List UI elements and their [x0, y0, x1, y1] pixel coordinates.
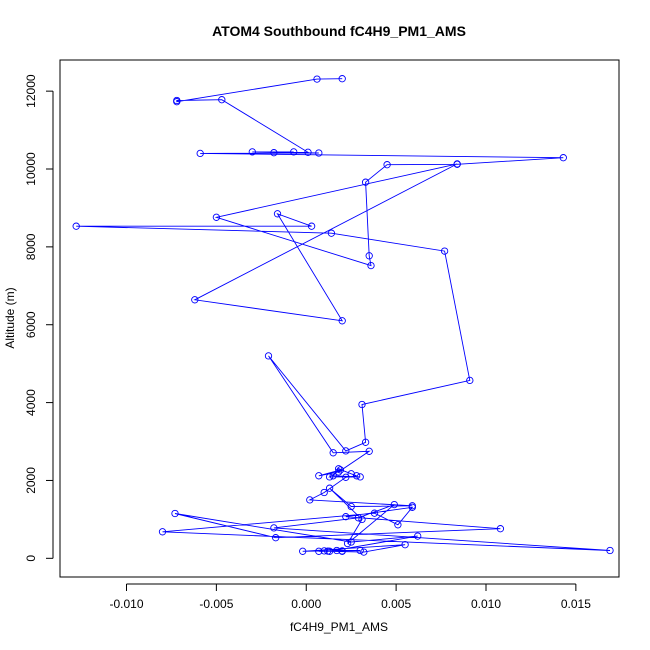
data-point	[358, 400, 366, 409]
y-tick-label: 10000	[24, 152, 38, 186]
data-point	[370, 509, 379, 517]
data-point	[343, 539, 352, 548]
data-point	[342, 513, 350, 521]
data-point	[361, 438, 370, 446]
data-point	[334, 465, 343, 473]
data-point	[342, 447, 350, 455]
data-point	[272, 534, 280, 542]
y-tick-label: 4000	[24, 389, 38, 416]
y-tick-label: 0	[24, 555, 38, 562]
y-tick-label: 12000	[24, 74, 38, 108]
y-tick-label: 8000	[24, 233, 38, 260]
chart-title: ATOM4 Southbound fC4H9_PM1_AMS	[212, 23, 466, 39]
data-point	[72, 222, 80, 230]
data-point	[158, 528, 167, 536]
data-point	[290, 148, 298, 156]
data-point	[394, 521, 402, 529]
data-point	[336, 466, 345, 474]
x-tick-label: 0.000	[291, 597, 321, 611]
data-point	[606, 546, 614, 555]
y-tick-label: 6000	[24, 311, 38, 338]
data-point	[414, 532, 422, 540]
data-point	[333, 546, 341, 555]
data-point	[315, 149, 323, 157]
data-point	[356, 546, 364, 555]
data-point	[367, 261, 375, 270]
x-tick-label: -0.010	[109, 597, 143, 611]
data-point	[365, 447, 373, 455]
data-point	[325, 473, 334, 481]
data-point	[354, 514, 363, 522]
data-point	[304, 148, 312, 156]
data-point	[342, 473, 350, 481]
data-point	[496, 525, 505, 533]
data-point	[401, 541, 409, 549]
data-point	[325, 547, 334, 555]
data-point	[248, 148, 256, 156]
y-axis-label: Altitude (m)	[3, 287, 17, 348]
data-point	[212, 213, 221, 221]
data-point	[453, 160, 461, 168]
data-point	[365, 252, 373, 260]
data-point	[325, 484, 334, 492]
data-point	[270, 149, 278, 157]
data-point	[320, 488, 328, 497]
data-point	[347, 502, 355, 511]
x-tick-label: 0.015	[561, 597, 591, 611]
data-point	[338, 547, 346, 555]
plot-area: -0.010 -0.005 0.000 0.005 0.010 0.015 0 2000 400…	[24, 59, 620, 611]
data-point	[390, 500, 398, 509]
data-point	[196, 149, 204, 158]
data-point	[315, 547, 323, 555]
y-tick-label: 2000	[24, 467, 38, 494]
data-point	[338, 317, 346, 325]
data-point	[264, 352, 273, 360]
data-point	[329, 472, 337, 480]
data-point	[334, 468, 343, 476]
data-point	[466, 376, 474, 385]
x-tick-label: 0.010	[471, 597, 501, 611]
plot-frame	[59, 59, 620, 578]
data-point	[559, 154, 567, 162]
data-point	[338, 75, 346, 83]
data-point	[306, 496, 314, 504]
x-tick-label: 0.005	[381, 597, 411, 611]
data-point	[347, 538, 355, 546]
x-tick-label: -0.005	[199, 597, 233, 611]
data-point	[218, 96, 226, 104]
data-point	[408, 502, 416, 510]
data-point	[273, 210, 282, 218]
data-point	[327, 229, 336, 237]
data-point	[320, 547, 328, 555]
data-point	[383, 161, 391, 169]
data-point	[299, 547, 307, 555]
data-point	[358, 515, 366, 524]
data-point	[356, 473, 364, 481]
data-point	[361, 178, 370, 186]
data-point	[347, 470, 355, 478]
data-point	[191, 296, 199, 304]
data-point	[171, 509, 179, 518]
data-point	[315, 472, 323, 480]
data-point	[440, 247, 449, 255]
series-line	[76, 78, 611, 553]
data-point	[270, 524, 278, 532]
x-axis-label: fC4H9_PM1_AMS	[290, 620, 388, 634]
data-point	[307, 222, 316, 230]
data-point	[329, 449, 337, 457]
data-point	[360, 548, 368, 556]
data-point	[313, 75, 321, 83]
data-point	[173, 98, 181, 106]
